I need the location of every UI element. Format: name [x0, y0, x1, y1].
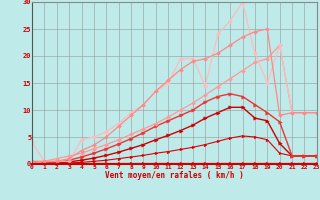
X-axis label: Vent moyen/en rafales ( km/h ): Vent moyen/en rafales ( km/h ) [105, 171, 244, 180]
